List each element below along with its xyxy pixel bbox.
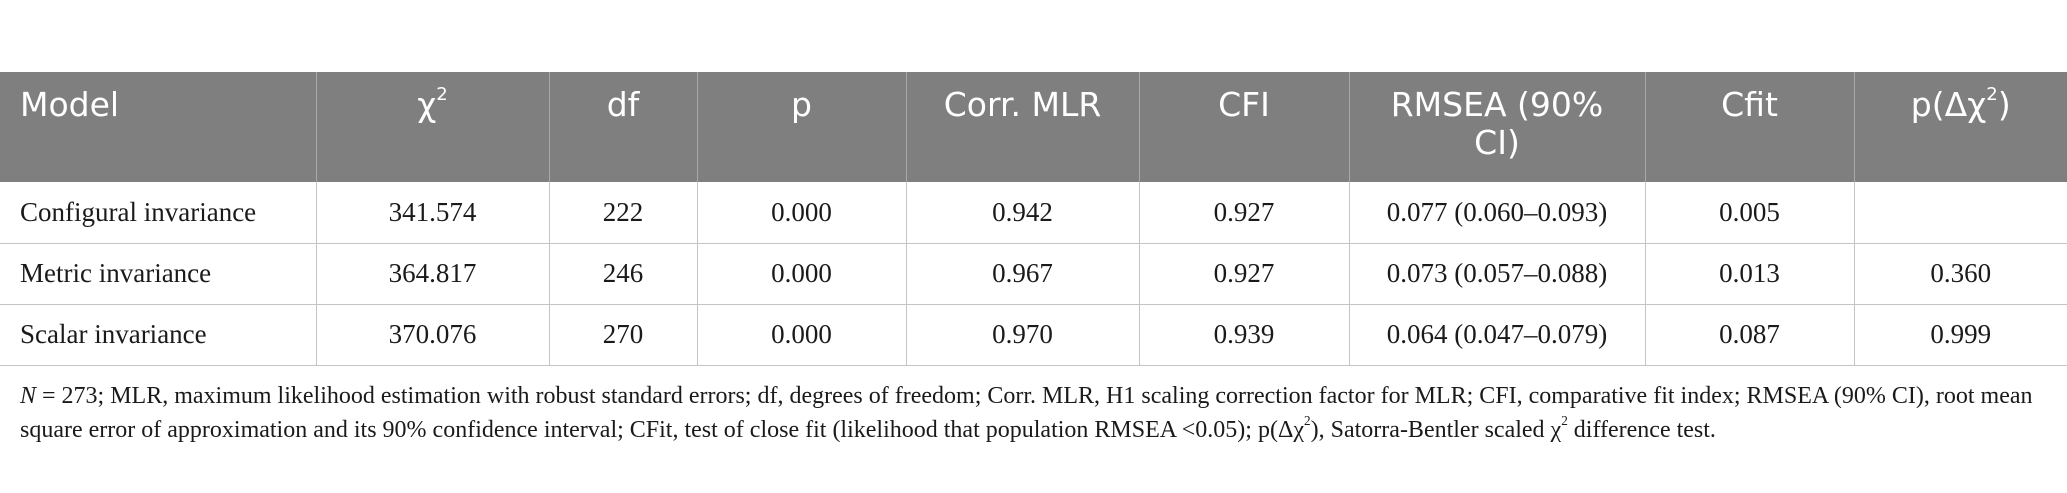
cell-p: 0.000	[696, 182, 906, 244]
cell-model: Scalar invariance	[0, 304, 316, 366]
footnote-text-2: ), Satorra-Bentler scaled χ	[1310, 417, 1562, 443]
table-row: Configural invariance 341.574 222 0.000 …	[0, 182, 2067, 244]
cell-rmsea: 0.064 (0.047–0.079)	[1348, 304, 1645, 366]
header-model: Model	[0, 72, 316, 182]
cell-cfit: 0.087	[1644, 304, 1854, 366]
header-corr-mlr: Corr. MLR	[905, 72, 1139, 182]
cell-p: 0.000	[696, 243, 906, 305]
table-row: Scalar invariance 370.076 270 0.000 0.97…	[0, 304, 2067, 366]
header-p: p	[696, 72, 906, 182]
header-p-delta-chi-square: p(Δχ2)	[1853, 72, 2067, 182]
footnote-text-1: = 273; MLR, maximum likelihood estimatio…	[20, 383, 2033, 443]
cell-df: 270	[548, 304, 697, 366]
header-rmsea: RMSEA (90% CI)	[1348, 72, 1645, 182]
cell-cfi: 0.927	[1138, 243, 1349, 305]
cell-p-delta: 0.360	[1853, 243, 2067, 305]
cell-p: 0.000	[696, 304, 906, 366]
table-footnote: N = 273; MLR, maximum likelihood estimat…	[20, 379, 2050, 447]
cell-p-delta	[1853, 182, 2067, 244]
footnote-text-3: difference test.	[1567, 417, 1716, 443]
cell-chi-square: 370.076	[315, 304, 549, 366]
footnote-n: N	[20, 383, 37, 409]
cell-corr-mlr: 0.970	[905, 304, 1139, 366]
cell-df: 222	[548, 182, 697, 244]
header-cfit: Cfit	[1644, 72, 1854, 182]
header-row: Model χ2 df p Corr. MLR CFI RMSEA (90% C…	[0, 72, 2067, 182]
cell-rmsea: 0.073 (0.057–0.088)	[1348, 243, 1645, 305]
cell-cfit: 0.013	[1644, 243, 1854, 305]
footnote-sup-1: 2	[1304, 413, 1311, 429]
fit-indices-table: Model χ2 df p Corr. MLR CFI RMSEA (90% C…	[0, 72, 2067, 366]
cell-chi-square: 341.574	[315, 182, 549, 244]
cell-model: Metric invariance	[0, 243, 316, 305]
cell-chi-square: 364.817	[315, 243, 549, 305]
table-container: Model χ2 df p Corr. MLR CFI RMSEA (90% C…	[0, 72, 2067, 366]
cell-cfit: 0.005	[1644, 182, 1854, 244]
cell-corr-mlr: 0.967	[905, 243, 1139, 305]
header-df: df	[548, 72, 697, 182]
cell-p-delta: 0.999	[1853, 304, 2067, 366]
cell-cfi: 0.927	[1138, 182, 1349, 244]
cell-rmsea: 0.077 (0.060–0.093)	[1348, 182, 1645, 244]
header-chi-square: χ2	[315, 72, 549, 182]
header-cfi: CFI	[1138, 72, 1349, 182]
table-row: Metric invariance 364.817 246 0.000 0.96…	[0, 243, 2067, 305]
cell-model: Configural invariance	[0, 182, 316, 244]
footnote-sup-2: 2	[1561, 413, 1568, 429]
cell-corr-mlr: 0.942	[905, 182, 1139, 244]
cell-cfi: 0.939	[1138, 304, 1349, 366]
cell-df: 246	[548, 243, 697, 305]
